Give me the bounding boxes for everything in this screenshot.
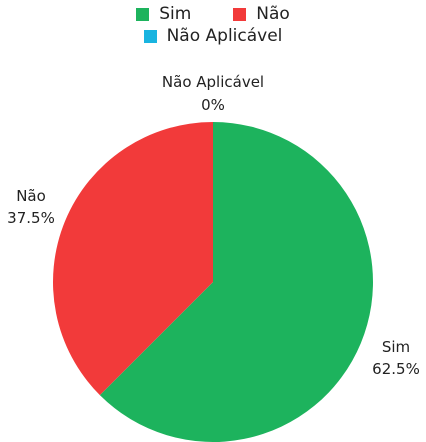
- slice-label-nao: Não: [16, 187, 46, 205]
- legend-item-nao-aplicavel[interactable]: Não Aplicável: [143, 26, 283, 46]
- slice-value-nao: 37.5%: [7, 209, 55, 227]
- pie-labels: Sim 62.5% Não 37.5% Não Aplicável 0%: [7, 73, 420, 378]
- legend-item-sim[interactable]: Sim: [136, 4, 191, 24]
- pie-slice-nao[interactable]: [53, 122, 213, 396]
- legend-row: Não Aplicável: [0, 24, 426, 48]
- pie-slice-sim[interactable]: [99, 122, 373, 442]
- legend-item-nao[interactable]: Não: [233, 4, 290, 24]
- slice-label-nao-aplicavel: Não Aplicável: [162, 73, 264, 91]
- legend-row: Sim Não: [0, 2, 426, 26]
- legend-swatch-nao: [233, 7, 247, 21]
- legend-label-sim: Sim: [159, 4, 192, 24]
- legend-swatch-sim: [136, 7, 150, 21]
- legend-label-nao-aplicavel: Não Aplicável: [166, 26, 283, 46]
- pie-slices: [53, 122, 373, 442]
- slice-value-nao-aplicavel: 0%: [201, 96, 225, 114]
- legend-swatch-nao-aplicavel: [143, 29, 157, 43]
- slice-value-sim: 62.5%: [372, 360, 420, 378]
- legend-label-nao: Não: [256, 4, 290, 24]
- slice-label-sim: Sim: [382, 338, 410, 356]
